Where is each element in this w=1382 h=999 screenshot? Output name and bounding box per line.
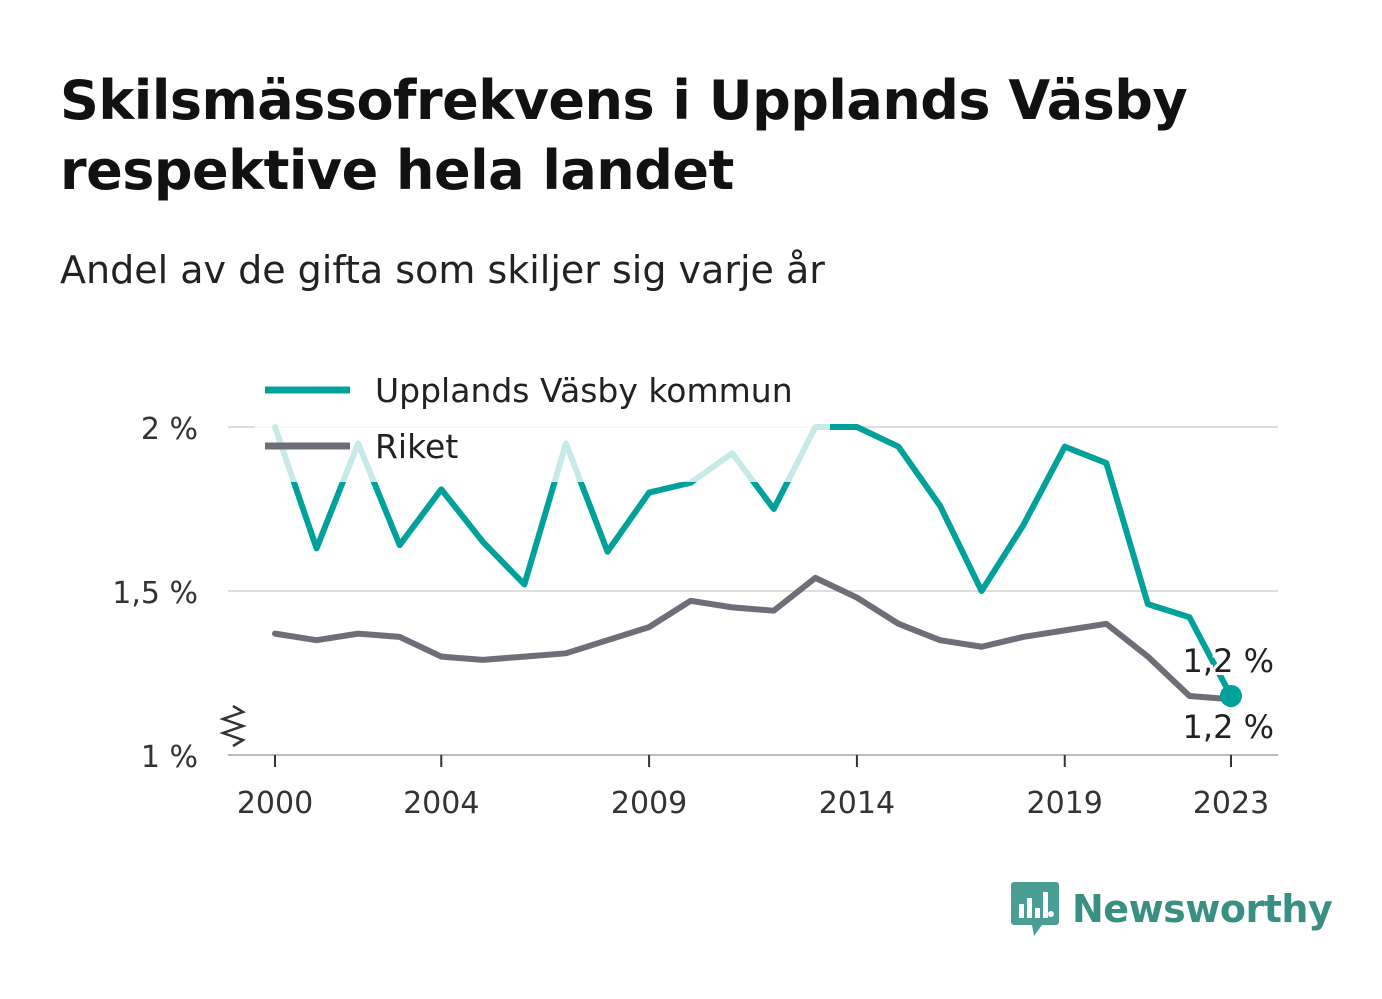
end-value-label: 1,2 % xyxy=(1183,708,1274,746)
end-value-label: 1,2 % xyxy=(1183,642,1274,680)
y-tick-label: 2 % xyxy=(141,412,198,447)
x-tick-label: 2000 xyxy=(237,786,313,821)
series-line xyxy=(272,574,1234,703)
chart-subtitle: Andel av de gifta som skiljer sig varje … xyxy=(60,248,825,292)
x-tick-label: 2023 xyxy=(1193,786,1269,821)
x-axis xyxy=(219,704,1278,756)
legend-label: Riket xyxy=(375,427,458,466)
legend-label: Upplands Väsby kommun xyxy=(375,371,793,410)
x-tick-label: 2009 xyxy=(611,786,687,821)
y-tick-label: 1,5 % xyxy=(112,576,198,611)
series-end-point xyxy=(1220,684,1242,707)
x-tick-label: 2019 xyxy=(1027,786,1103,821)
x-tick-label: 2004 xyxy=(403,786,479,821)
y-axis-ticks: 1 % 1,5 % 2 % xyxy=(112,412,198,775)
chart-title: Skilsmässofrekvens i Upplands Väsby resp… xyxy=(60,69,1188,202)
brand-name: Newsworthy xyxy=(1072,887,1333,931)
x-axis-ticks: 2000 2004 2009 2014 2019 2023 xyxy=(237,755,1269,821)
legend-background xyxy=(255,362,830,482)
newsworthy-logo: Newsworthy xyxy=(1010,880,1333,938)
x-tick-label: 2014 xyxy=(819,786,895,821)
axis-break-icon xyxy=(219,704,247,748)
legend: Upplands Väsby kommun Riket xyxy=(255,362,830,482)
bar-chart-speech-bubble-icon xyxy=(1011,882,1059,936)
end-labels: 1,2 % 1,2 % xyxy=(1180,639,1277,749)
y-tick-label: 1 % xyxy=(141,740,198,775)
